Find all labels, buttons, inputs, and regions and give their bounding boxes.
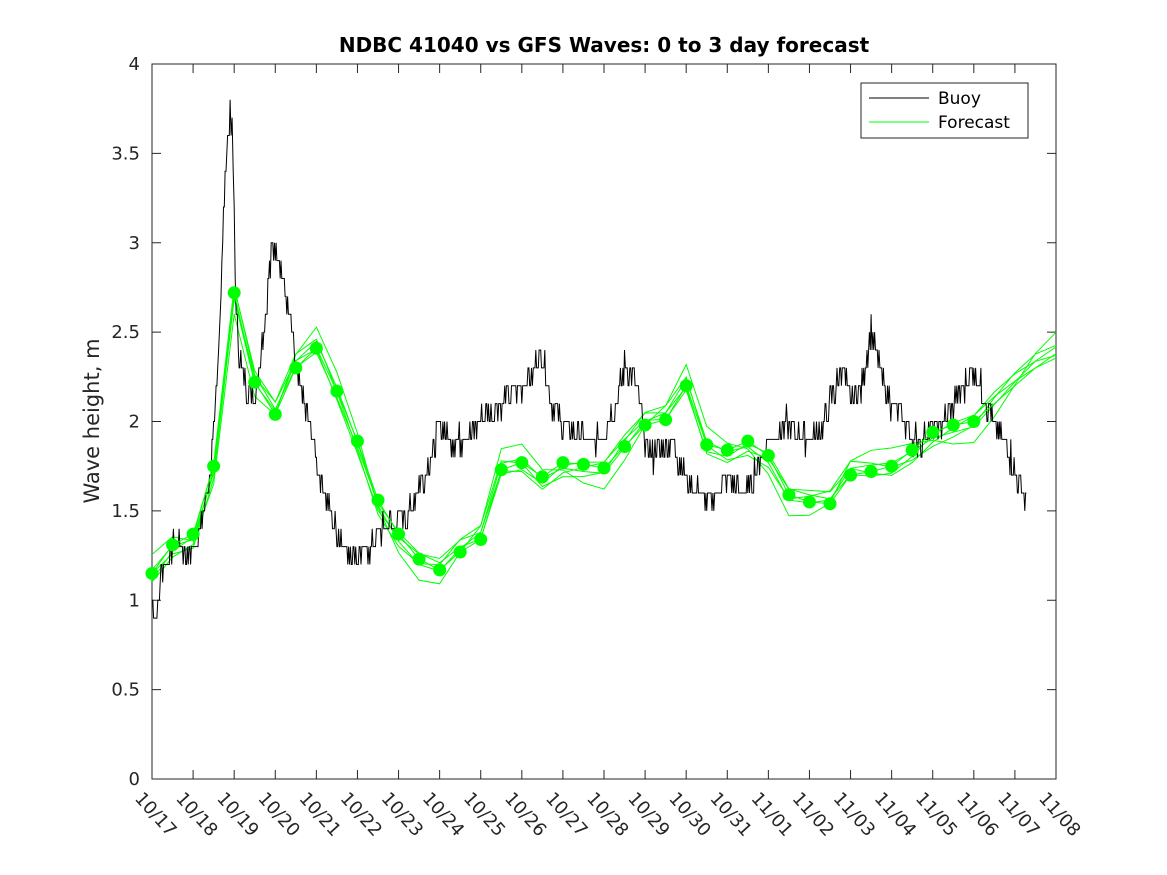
x-tick-label: 10/24 — [418, 788, 468, 841]
forecast-marker — [885, 459, 899, 473]
forecast-marker — [905, 443, 919, 457]
x-tick-label: 11/05 — [911, 788, 961, 841]
forecast-marker — [289, 361, 303, 375]
x-tick-label: 10/17 — [130, 788, 180, 841]
forecast-markers — [145, 286, 981, 580]
legend-forecast-label: Forecast — [938, 113, 1010, 133]
forecast-marker — [248, 375, 262, 389]
forecast-marker — [392, 527, 406, 541]
forecast-marker — [761, 448, 775, 462]
forecast-marker — [433, 563, 447, 577]
forecast-marker — [371, 493, 385, 507]
chart-title: NDBC 41040 vs GFS Waves: 0 to 3 day fore… — [339, 33, 870, 57]
forecast-marker — [515, 456, 529, 470]
y-tick-label: 2 — [129, 412, 140, 433]
y-tick-label: 1.5 — [111, 501, 140, 522]
forecast-marker — [926, 425, 940, 439]
x-axis-ticks: 10/1710/1810/1910/2010/2110/2210/2310/24… — [130, 64, 1085, 841]
forecast-marker — [145, 566, 159, 580]
forecast-marker — [535, 470, 549, 484]
forecast-marker — [556, 456, 570, 470]
axes-frame — [151, 63, 1057, 780]
forecast-marker — [597, 461, 611, 475]
forecast-marker — [700, 438, 714, 452]
x-tick-label: 11/08 — [1034, 788, 1084, 841]
y-tick-label: 1 — [129, 590, 140, 611]
forecast-marker — [741, 434, 755, 448]
forecast-ensemble-lines — [151, 286, 1057, 585]
x-tick-label: 10/27 — [541, 788, 591, 841]
x-tick-label: 10/23 — [377, 788, 427, 841]
x-tick-label: 11/03 — [829, 788, 879, 841]
forecast-marker — [453, 545, 467, 559]
x-tick-label: 11/02 — [788, 788, 838, 841]
x-tick-label: 10/22 — [336, 788, 386, 841]
forecast-marker — [474, 532, 488, 546]
x-tick-label: 10/18 — [171, 788, 221, 841]
y-tick-label: 4 — [129, 54, 140, 75]
x-tick-label: 10/21 — [295, 788, 345, 841]
y-axis-label: Wave height, m — [80, 338, 104, 503]
forecast-ensemble-line — [151, 297, 1057, 574]
x-tick-label: 10/26 — [500, 788, 550, 841]
forecast-marker — [618, 440, 632, 454]
legend-buoy-label: Buoy — [938, 89, 981, 109]
forecast-ensemble-line — [151, 286, 1057, 581]
forecast-marker — [720, 443, 734, 457]
forecast-marker — [330, 384, 344, 398]
forecast-line — [151, 292, 1057, 574]
y-axis-ticks: 0 0.5 1 1.5 2 2.5 3 3.5 4 — [111, 54, 1056, 790]
forecast-marker — [638, 418, 652, 432]
legend-box — [860, 82, 1029, 139]
y-tick-label: 2.5 — [111, 322, 140, 343]
forecast-marker — [309, 341, 323, 355]
forecast-marker — [679, 379, 693, 393]
forecast-marker — [186, 527, 200, 541]
forecast-marker — [782, 488, 796, 502]
x-tick-label: 10/31 — [706, 788, 756, 841]
forecast-marker — [227, 286, 241, 300]
x-tick-label: 10/20 — [254, 788, 304, 841]
forecast-marker — [166, 538, 180, 552]
forecast-marker — [802, 495, 816, 509]
data-series — [151, 99, 1057, 619]
legend: Buoy Forecast — [860, 82, 1029, 139]
x-tick-label: 10/29 — [623, 788, 673, 841]
forecast-marker — [207, 459, 221, 473]
x-tick-label: 10/19 — [212, 788, 262, 841]
forecast-marker — [823, 497, 837, 511]
forecast-marker — [844, 468, 858, 482]
y-tick-label: 3.5 — [111, 143, 140, 164]
forecast-marker — [967, 415, 981, 428]
forecast-ensemble-line — [151, 287, 1057, 583]
forecast-ensemble-line — [151, 313, 1057, 585]
forecast-marker — [350, 434, 364, 448]
x-tick-label: 11/06 — [952, 788, 1002, 841]
y-tick-label: 0.5 — [111, 680, 140, 701]
x-tick-label: 10/25 — [459, 788, 509, 841]
forecast-marker — [576, 457, 590, 471]
forecast-marker — [864, 465, 878, 479]
x-tick-label: 10/30 — [664, 788, 714, 841]
forecast-marker — [946, 418, 960, 432]
x-tick-label: 11/04 — [870, 788, 920, 841]
forecast-marker — [659, 413, 673, 427]
x-tick-label: 10/28 — [582, 788, 632, 841]
forecast-marker — [268, 407, 282, 421]
plot-area-frame — [151, 63, 1057, 780]
forecast-marker — [412, 552, 426, 566]
buoy-line — [152, 99, 1027, 619]
x-tick-label: 11/07 — [993, 788, 1043, 841]
forecast-ensemble-line — [151, 298, 1057, 572]
y-tick-label: 3 — [129, 233, 140, 254]
forecast-marker — [494, 463, 508, 477]
x-tick-label: 11/01 — [747, 788, 797, 841]
y-tick-label: 0 — [129, 769, 140, 790]
